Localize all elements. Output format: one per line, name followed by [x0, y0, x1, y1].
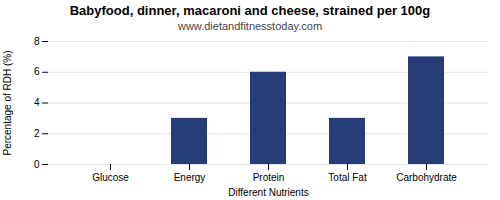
- svg-text:Protein: Protein: [253, 172, 285, 183]
- svg-text:4: 4: [34, 97, 40, 108]
- svg-text:6: 6: [34, 66, 40, 77]
- svg-text:Percentage of RDH (%): Percentage of RDH (%): [2, 50, 13, 155]
- html-text:www.dietandfitnesstoday.com: www.dietandfitnesstoday.com: [178, 20, 322, 32]
- html-text:Babyfood, dinner, macaroni and: Babyfood, dinner, macaroni and cheese, s…: [69, 3, 431, 18]
- svg-text:2: 2: [34, 128, 40, 139]
- svg-text:0: 0: [34, 159, 40, 170]
- svg-text:8: 8: [34, 36, 40, 47]
- svg-text:Carbohydrate: Carbohydrate: [396, 172, 457, 183]
- svg-text:Glucose: Glucose: [92, 172, 129, 183]
- svg-text:Energy: Energy: [174, 172, 206, 183]
- svg-text:Different Nutrients: Different Nutrients: [228, 187, 308, 198]
- svg-text:Total Fat: Total Fat: [328, 172, 367, 183]
